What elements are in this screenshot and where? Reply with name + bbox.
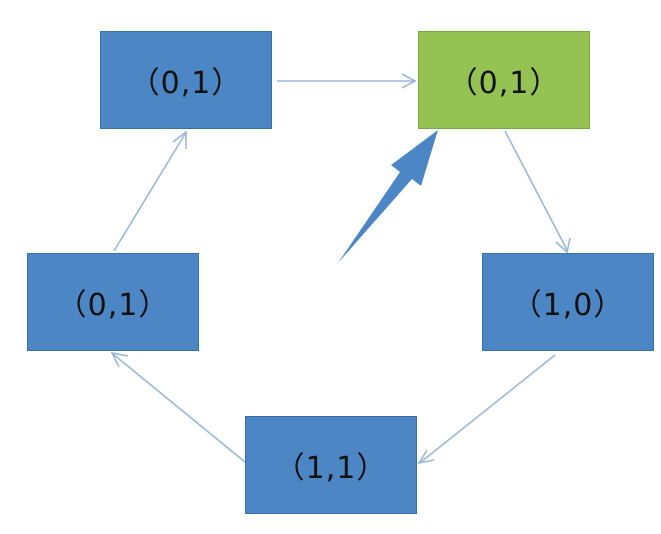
- node-top-right-highlighted: （0,1）: [418, 31, 590, 129]
- edge-top-right-to-middle-right: [504, 130, 571, 254]
- node-top-right-label: （0,1）: [447, 66, 561, 101]
- node-middle-left-label: （0,1）: [56, 288, 170, 323]
- node-top-left: （0,1）: [100, 31, 272, 129]
- node-middle-left: （0,1）: [27, 253, 199, 351]
- node-middle-right-label: （1,0）: [511, 288, 625, 323]
- node-bottom: （1,1）: [245, 416, 417, 514]
- edge-middle-left-to-top-left: [113, 130, 187, 252]
- edge-top-left-to-top-right: [277, 73, 417, 89]
- node-middle-right: （1,0）: [482, 253, 654, 351]
- node-top-left-label: （0,1）: [129, 66, 243, 101]
- edge-bottom-to-middle-left: [110, 351, 246, 463]
- edge-middle-right-to-bottom: [417, 354, 556, 465]
- pointer-arrow-icon: [338, 130, 438, 263]
- node-bottom-label: （1,1）: [274, 451, 388, 486]
